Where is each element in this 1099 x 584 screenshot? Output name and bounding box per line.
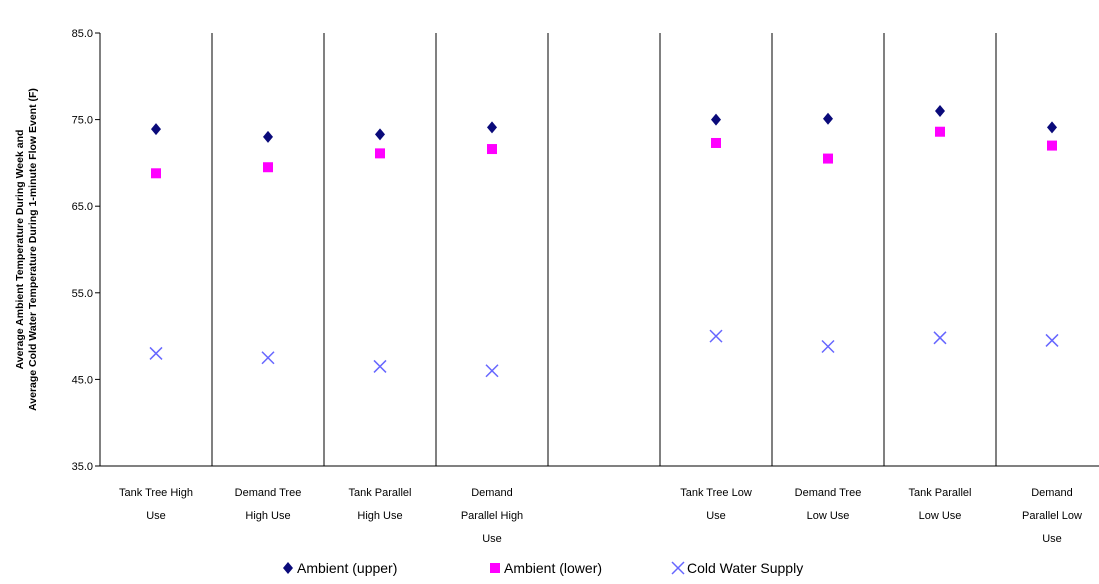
- data-point-x: [373, 359, 387, 373]
- x-category-label: Tank Parallel High Use: [349, 487, 412, 522]
- legend-marker-diamond: [283, 562, 293, 574]
- data-point-square: [263, 162, 273, 173]
- data-point-x: [149, 346, 163, 360]
- x-category-label: Tank Tree High Use: [119, 487, 193, 522]
- x-axis-category-labels: Tank Tree High Use Demand Tree High Use Tank…: [119, 487, 1082, 545]
- y-tick-label: 55.0: [72, 288, 93, 300]
- data-point-square: [375, 148, 385, 159]
- legend-marker-square: [490, 563, 500, 573]
- x-category-label: Demand Tree Low Use: [795, 487, 862, 522]
- x-category-label: Tank Tree Low Use: [680, 487, 752, 522]
- data-point-x: [709, 329, 723, 343]
- data-point-x: [261, 351, 275, 365]
- x-category-label: Demand Parallel Low Use: [1022, 487, 1082, 545]
- y-tick-label: 45.0: [72, 374, 93, 386]
- data-point-diamond: [711, 113, 721, 126]
- legend-label: Ambient (upper): [297, 560, 397, 576]
- y-axis-ticks: 85.0 75.0 65.0 55.0 45.0 35.0: [72, 28, 100, 473]
- data-point-square: [711, 137, 721, 148]
- y-axis-title-line: Average Ambient Temperature During Week …: [14, 130, 26, 370]
- data-point-x: [821, 339, 835, 354]
- x-category-label: Tank Parallel Low Use: [909, 487, 972, 522]
- data-point-diamond: [151, 123, 161, 136]
- data-point-diamond: [263, 130, 273, 143]
- y-tick-label: 35.0: [72, 461, 93, 473]
- data-point-square: [935, 126, 945, 137]
- y-tick-label: 65.0: [72, 201, 93, 213]
- data-point-diamond: [823, 112, 833, 125]
- data-points: [149, 104, 1059, 378]
- data-point-x: [933, 331, 947, 345]
- data-point-diamond: [487, 121, 497, 134]
- data-point-square: [151, 168, 161, 179]
- y-tick-label: 75.0: [72, 115, 93, 127]
- data-point-square: [487, 144, 497, 155]
- category-separators: [211, 33, 997, 466]
- y-tick-label: 85.0: [72, 28, 93, 40]
- data-point-x: [485, 364, 499, 378]
- data-point-square: [1047, 140, 1057, 151]
- data-point-diamond: [1047, 121, 1057, 134]
- x-category-label: Demand Tree High Use: [235, 487, 302, 522]
- y-axis-title: Average Ambient Temperature During Week …: [14, 88, 39, 411]
- legend: Ambient (upper) Ambient (lower) Cold Water…: [283, 560, 803, 576]
- data-point-x: [1045, 333, 1059, 347]
- x-category-label: Demand Parallel High Use: [461, 487, 523, 545]
- axes: [99, 33, 1099, 467]
- legend-label: Cold Water Supply: [687, 560, 803, 576]
- legend-marker-x: [671, 561, 685, 575]
- y-axis-title-line: Average Cold Water Temperature During 1-…: [27, 88, 39, 411]
- data-point-diamond: [375, 128, 385, 141]
- legend-label: Ambient (lower): [504, 560, 602, 576]
- data-point-diamond: [935, 104, 945, 117]
- data-point-square: [823, 153, 833, 164]
